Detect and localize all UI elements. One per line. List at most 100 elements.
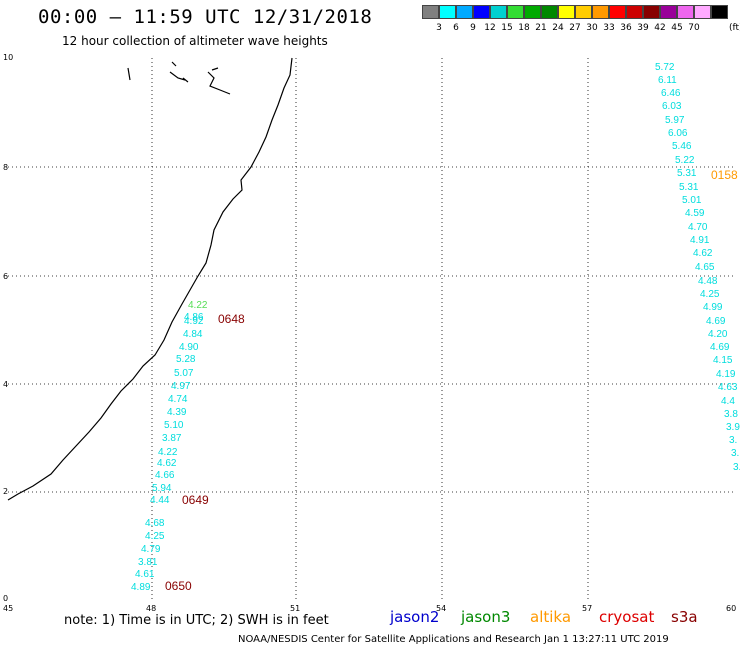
island-path [127,61,231,95]
y-tick-label: 8 [3,163,8,172]
legend-label: 21 [535,23,547,33]
swh-reading: 4.59 [685,208,705,219]
swh-reading: 4.92 [184,316,204,327]
swh-reading: 4.39 [167,407,187,418]
swh-reading: 5.97 [665,115,685,126]
x-tick-label: 57 [582,604,592,613]
swh-reading: 5.46 [672,141,692,152]
swh-reading: 4.25 [700,289,720,300]
legend-swatch [626,5,643,19]
swh-reading: 4.99 [703,302,723,313]
map-grid [8,58,736,600]
y-tick-label: 10 [3,53,13,62]
swh-reading: 6.03 [662,101,682,112]
map-title: 00:00 – 11:59 UTC 12/31/2018 [38,6,373,28]
mission-label-altika: altika [530,608,572,626]
swh-reading: 3. [731,448,739,459]
swh-reading: 3.8 [724,409,738,420]
swh-reading: 4.44 [150,495,170,506]
legend-label: 70 [688,23,700,33]
legend-label: 33 [603,23,615,33]
swh-reading: 6.11 [658,75,677,86]
x-tick-label: 45 [3,604,13,613]
swh-reading: 4.74 [168,394,188,405]
legend-swatch [694,5,711,19]
legend-label: 18 [518,23,530,33]
swh-reading: 5.01 [682,195,702,206]
swh-reading: 4.63 [718,382,738,393]
swh-reading: 4.15 [713,355,733,366]
legend-swatch [711,5,728,19]
legend-label: 15 [501,23,513,33]
legend-unit: (ft) [729,23,740,33]
footer-note: note: 1) Time is in UTC; 2) SWH is in fe… [64,613,329,628]
x-tick-label: 48 [146,604,156,613]
swh-reading: 5.31 [679,182,699,193]
swh-reading: 4.20 [708,329,728,340]
legend-swatch [575,5,592,19]
y-tick-label: 4 [3,380,8,389]
mission-label-s3a: s3a [671,608,698,626]
legend-swatch [490,5,507,19]
swh-reading: 4.62 [157,458,177,469]
swh-reading: 4.19 [716,369,736,380]
y-tick-label: 2 [3,487,8,496]
swh-reading: 3.81 [138,557,158,568]
legend-label: 30 [586,23,598,33]
coastline-path [7,57,293,501]
legend-swatch [422,5,439,19]
x-tick-label: 60 [726,604,736,613]
swh-reading: 3. [729,435,737,446]
credit-line: NOAA/NESDIS Center for Satellite Applica… [238,634,669,645]
swh-reading: 4.48 [698,276,718,287]
swh-reading: 4.68 [145,518,165,529]
swh-reading: 4.86 [184,312,204,323]
swh-reading: 5.10 [164,420,184,431]
legend-swatch [507,5,524,19]
legend-label: 6 [453,23,459,33]
legend-label: 3 [436,23,442,33]
mission-label-jason2: jason2 [390,608,440,626]
swh-reading: 4.70 [688,222,708,233]
legend-swatch [541,5,558,19]
swh-reading: 4.66 [155,470,175,481]
legend-swatch [558,5,575,19]
swh-reading: 4.91 [690,235,710,246]
swh-reading: 4.97 [171,381,191,392]
legend-swatch [524,5,541,19]
swh-reading: 3.87 [162,433,182,444]
swh-reading: 4.69 [706,316,726,327]
legend-label: 42 [654,23,666,33]
swh-reading: 4.89 [131,582,151,593]
swh-reading: 4.4 [721,396,735,407]
legend-label: 36 [620,23,632,33]
legend-label: 24 [552,23,564,33]
time-label: 0649 [182,493,209,507]
swh-reading: 5.07 [174,368,194,379]
x-tick-label: 51 [290,604,300,613]
swh-reading: 3.4 [733,462,740,473]
swh-reading: 5.31 [677,168,697,179]
x-tick-label: 54 [436,604,446,613]
swh-reading: 5.94 [152,483,172,494]
mission-label-jason3: jason3 [461,608,511,626]
swh-reading: 6.46 [661,88,681,99]
legend-swatch [592,5,609,19]
swh-reading: 4.61 [135,569,155,580]
time-label: 0158 [711,168,738,182]
legend-swatch [609,5,626,19]
swh-reading: 4.79 [141,544,161,555]
swh-reading: 5.28 [176,354,196,365]
legend-label: 45 [671,23,683,33]
legend-label: 9 [470,23,476,33]
swh-reading: 4.65 [695,262,715,273]
legend-swatch [660,5,677,19]
swh-reading: 4.22 [158,447,178,458]
legend-swatch [439,5,456,19]
legend-label: 27 [569,23,581,33]
legend-swatch [473,5,490,19]
swh-reading: 5.72 [655,62,675,73]
mission-label-cryosat: cryosat [599,608,655,626]
coastline [7,57,293,501]
